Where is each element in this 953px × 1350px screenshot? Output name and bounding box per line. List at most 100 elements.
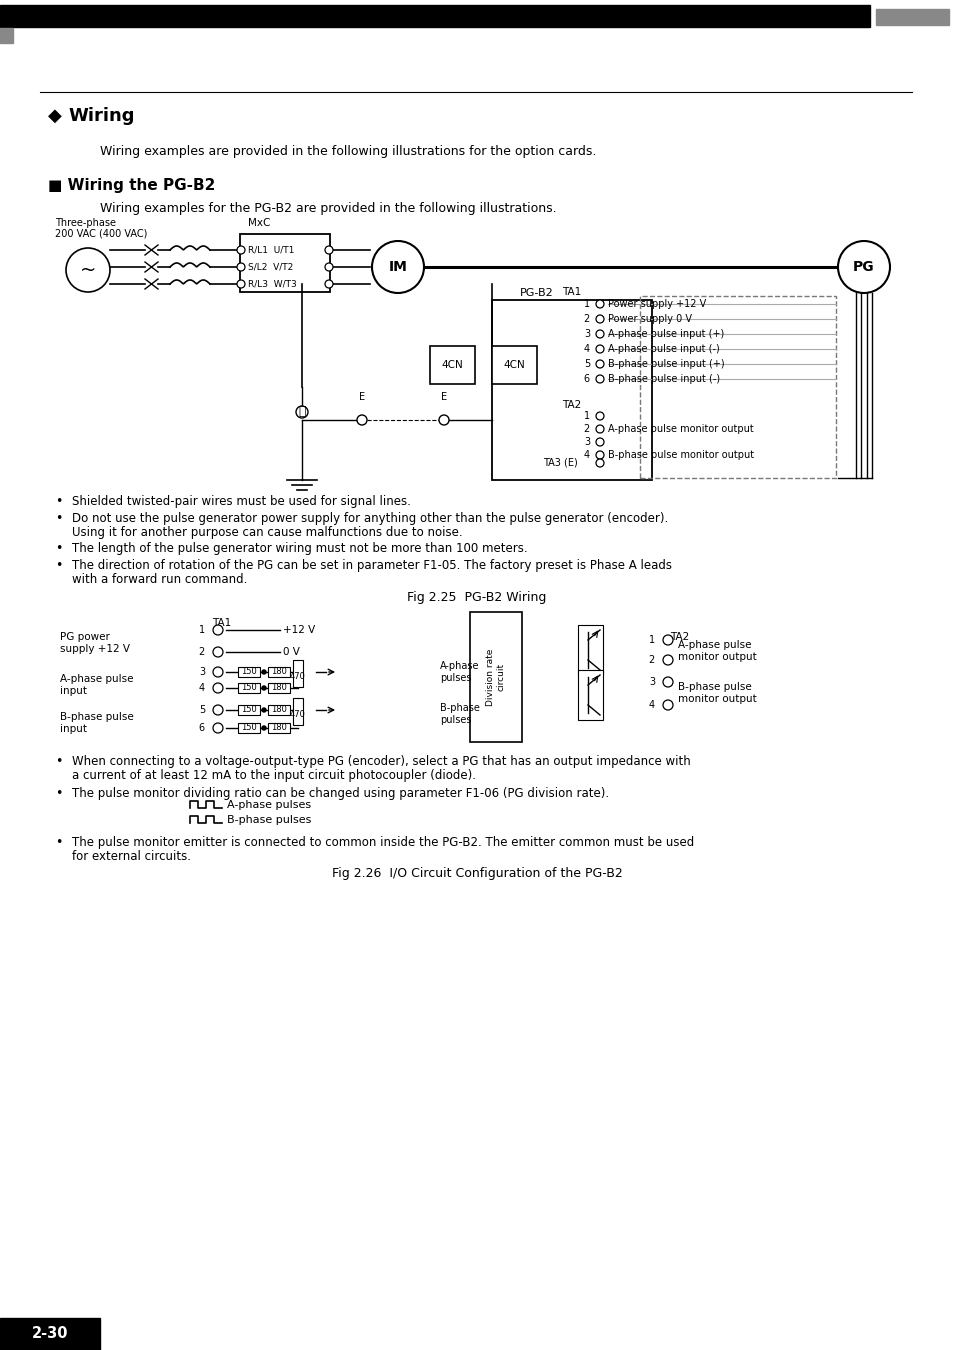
Text: ⏚: ⏚ <box>298 405 305 418</box>
Text: +12 V: +12 V <box>283 625 314 634</box>
Text: Power supply 0 V: Power supply 0 V <box>607 315 691 324</box>
Text: 4: 4 <box>583 450 589 460</box>
Circle shape <box>596 300 603 308</box>
Text: •: • <box>55 541 62 555</box>
Circle shape <box>438 414 449 425</box>
Text: R/L1  U/T1: R/L1 U/T1 <box>248 246 294 255</box>
Text: 3: 3 <box>583 437 589 447</box>
Circle shape <box>213 705 223 716</box>
Circle shape <box>662 701 672 710</box>
Bar <box>578 670 602 720</box>
Text: 470: 470 <box>290 710 306 720</box>
Text: 2-30: 2-30 <box>31 1327 69 1342</box>
Text: Fig 2.25  PG-B2 Wiring: Fig 2.25 PG-B2 Wiring <box>407 591 546 603</box>
Text: A-phase pulse monitor output: A-phase pulse monitor output <box>607 424 753 433</box>
Bar <box>268 705 290 716</box>
Text: The length of the pulse generator wiring must not be more than 100 meters.: The length of the pulse generator wiring… <box>71 541 527 555</box>
Text: PG power: PG power <box>60 632 110 643</box>
Text: Shielded twisted-pair wires must be used for signal lines.: Shielded twisted-pair wires must be used… <box>71 495 411 508</box>
Text: 2: 2 <box>648 655 655 666</box>
Circle shape <box>262 670 266 674</box>
Text: A-phase pulse: A-phase pulse <box>678 640 751 649</box>
Text: 5: 5 <box>198 705 205 716</box>
Circle shape <box>596 412 603 420</box>
Text: 180: 180 <box>271 706 287 714</box>
Text: 3: 3 <box>648 676 655 687</box>
Bar <box>492 346 537 383</box>
Text: 180: 180 <box>271 667 287 676</box>
Bar <box>875 9 948 26</box>
Text: 0 V: 0 V <box>283 647 299 657</box>
Text: IM: IM <box>388 261 407 274</box>
Text: The pulse monitor emitter is connected to common inside the PG-B2. The emitter c: The pulse monitor emitter is connected t… <box>71 836 694 849</box>
Text: •: • <box>55 836 62 849</box>
Text: 150: 150 <box>241 667 256 676</box>
Text: 4CN: 4CN <box>441 360 463 370</box>
Circle shape <box>837 242 889 293</box>
Text: 2: 2 <box>583 315 589 324</box>
Text: TA1: TA1 <box>561 288 580 297</box>
Circle shape <box>596 451 603 459</box>
Circle shape <box>372 242 423 293</box>
Text: 4: 4 <box>583 344 589 354</box>
Text: B-phase pulse input (+): B-phase pulse input (+) <box>607 359 724 369</box>
Circle shape <box>325 279 333 288</box>
Bar <box>293 698 303 725</box>
Text: •: • <box>55 495 62 508</box>
Bar <box>268 683 290 693</box>
Text: E: E <box>440 392 447 402</box>
Circle shape <box>66 248 110 292</box>
Text: 2: 2 <box>583 424 589 433</box>
Text: 6: 6 <box>583 374 589 383</box>
Bar <box>268 667 290 676</box>
Circle shape <box>662 634 672 645</box>
Text: 150: 150 <box>241 706 256 714</box>
Text: E: E <box>358 392 365 402</box>
Text: A-phase pulse input (+): A-phase pulse input (+) <box>607 329 723 339</box>
Text: •: • <box>55 512 62 525</box>
Text: a current of at least 12 mA to the input circuit photocoupler (diode).: a current of at least 12 mA to the input… <box>71 769 476 782</box>
Text: 5: 5 <box>583 359 589 369</box>
Text: S/L2  V/T2: S/L2 V/T2 <box>248 262 293 271</box>
Text: 3: 3 <box>583 329 589 339</box>
Text: 4CN: 4CN <box>503 360 525 370</box>
Bar <box>237 705 260 716</box>
Circle shape <box>236 246 245 254</box>
Text: 150: 150 <box>241 683 256 693</box>
Text: B-phase
pulses: B-phase pulses <box>439 703 479 725</box>
Text: input: input <box>60 686 87 697</box>
Text: A-phase pulse: A-phase pulse <box>60 674 133 684</box>
Circle shape <box>596 425 603 433</box>
Text: monitor output: monitor output <box>678 694 756 703</box>
Text: ■ Wiring the PG-B2: ■ Wiring the PG-B2 <box>48 178 215 193</box>
Bar <box>470 612 521 743</box>
Text: B-phase pulse: B-phase pulse <box>678 682 751 693</box>
Circle shape <box>356 414 367 425</box>
Text: ~: ~ <box>80 261 96 279</box>
Text: Wiring examples for the PG-B2 are provided in the following illustrations.: Wiring examples for the PG-B2 are provid… <box>100 202 556 215</box>
Text: TA2: TA2 <box>561 400 580 410</box>
Text: B-phase pulse monitor output: B-phase pulse monitor output <box>607 450 753 460</box>
Text: 1: 1 <box>198 625 205 634</box>
Text: Three-phase: Three-phase <box>55 217 116 228</box>
Text: 1: 1 <box>648 634 655 645</box>
Bar <box>0 1318 100 1350</box>
Text: 470: 470 <box>290 672 306 682</box>
Text: The direction of rotation of the PG can be set in parameter F1-05. The factory p: The direction of rotation of the PG can … <box>71 559 671 572</box>
Bar <box>639 296 835 478</box>
Bar <box>0 28 13 43</box>
Text: •: • <box>55 755 62 768</box>
Circle shape <box>596 329 603 338</box>
Text: When connecting to a voltage-output-type PG (encoder), select a PG that has an o: When connecting to a voltage-output-type… <box>71 755 690 768</box>
Text: B-phase pulse input (-): B-phase pulse input (-) <box>607 374 720 383</box>
Circle shape <box>295 406 308 418</box>
Text: with a forward run command.: with a forward run command. <box>71 572 247 586</box>
Text: PG-B2: PG-B2 <box>519 288 553 298</box>
Text: B-phase pulses: B-phase pulses <box>227 815 311 825</box>
Bar <box>492 300 651 481</box>
Circle shape <box>213 625 223 634</box>
Text: 4: 4 <box>198 683 205 693</box>
Circle shape <box>213 647 223 657</box>
Circle shape <box>596 346 603 352</box>
Text: A-phase
pulses: A-phase pulses <box>439 662 479 683</box>
